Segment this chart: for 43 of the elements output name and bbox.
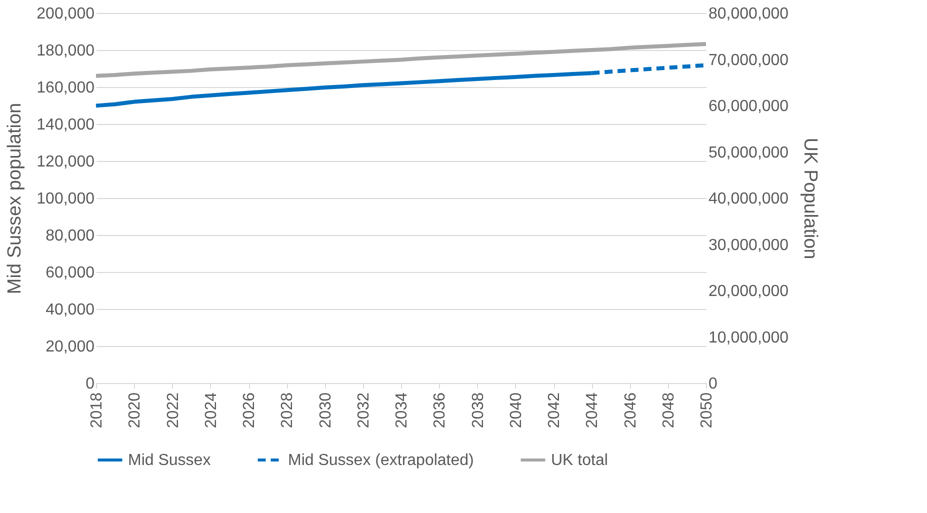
y-tick-label: 120,000 <box>36 154 95 170</box>
y-tick-label: 200,000 <box>36 6 95 22</box>
y2-tick-label: 0 <box>708 376 718 392</box>
y-tick-label: 100,000 <box>36 190 95 208</box>
x-tick-label: 2028 <box>279 392 296 428</box>
legend-label: UK total <box>551 452 608 469</box>
x-tick-label: 2020 <box>126 392 144 428</box>
y2-tick-label: 10,000,000 <box>708 329 789 346</box>
y-tick-label: 160,000 <box>36 80 95 96</box>
x-tick-label: 2022 <box>164 392 182 428</box>
y2-tick-label: 30,000,000 <box>708 236 789 254</box>
y-tick-label: 80,000 <box>46 228 95 244</box>
x-tick-label: 2050 <box>698 392 716 428</box>
y2-tick-label: 70,000,000 <box>708 52 789 69</box>
y2-tick-label: 50,000,000 <box>708 144 789 162</box>
x-tick-label: 2048 <box>660 392 678 428</box>
x-tick-label: 2046 <box>622 392 640 428</box>
y-tick-label: 60,000 <box>46 264 95 282</box>
line-series <box>94 42 708 78</box>
y-axis-title: Mid Sussex population <box>4 102 26 294</box>
x-tick-label: 2032 <box>355 392 372 428</box>
x-tick-label: 2034 <box>394 392 410 428</box>
y2-tick-label: 20,000,000 <box>708 283 789 300</box>
y-tick-label: 40,000 <box>46 302 95 318</box>
x-tick-label: 2030 <box>317 392 334 428</box>
x-tick-label: 2024 <box>202 392 220 428</box>
x-tick-label: 2026 <box>241 392 258 428</box>
legend-label: Mid Sussex <box>128 452 211 469</box>
y2-tick-label: 40,000,000 <box>708 190 789 208</box>
x-tick-label: 2044 <box>584 392 602 428</box>
y-tick-label: 180,000 <box>36 42 95 60</box>
y2-axis-title: UK Population <box>800 138 821 260</box>
x-tick-label: 2038 <box>470 392 487 428</box>
x-tick-label: 2036 <box>432 392 449 428</box>
x-tick-label: 2042 <box>546 392 563 428</box>
y-tick-label: 20,000 <box>46 338 95 356</box>
y-tick-label: 0 <box>86 376 95 392</box>
x-tick-label: 2018 <box>88 392 106 428</box>
y2-tick-label: 80,000,000 <box>708 6 789 22</box>
y-tick-label: 140,000 <box>36 116 95 134</box>
y2-tick-label: 60,000,000 <box>708 98 789 115</box>
x-tick-label: 2040 <box>508 392 525 428</box>
legend-label: Mid Sussex (extrapolated) <box>288 452 474 469</box>
